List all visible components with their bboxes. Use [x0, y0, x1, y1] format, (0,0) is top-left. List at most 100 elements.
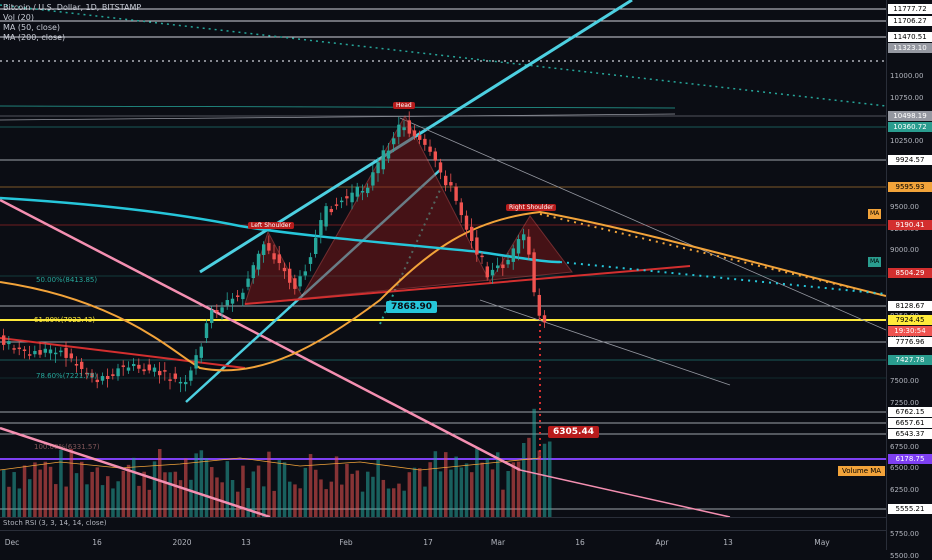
candle-body	[147, 364, 151, 371]
time-tick: 17	[423, 538, 433, 547]
candle-body	[12, 348, 16, 350]
right-shoulder-label[interactable]: Right Shoulder	[506, 204, 557, 211]
price-level-label: 10498.19	[888, 111, 932, 121]
time-tick: Dec	[4, 538, 20, 547]
time-tick: 16	[92, 538, 102, 547]
time-tick: May	[814, 538, 830, 547]
volume-bar	[428, 462, 432, 517]
candle-body	[64, 347, 68, 358]
candle-body	[496, 265, 500, 269]
candle-body	[142, 369, 146, 372]
price-level-label: 5555.21	[888, 504, 932, 514]
volume-bar	[116, 481, 120, 517]
price-tick: 7500.00	[890, 377, 919, 386]
price-tick: 9500.00	[890, 202, 919, 211]
thin-trendline	[399, 117, 886, 331]
candle-body	[100, 376, 105, 381]
volume-bar	[548, 441, 552, 517]
candle-body	[241, 292, 245, 300]
candle-body	[158, 370, 162, 376]
volume-bar	[412, 467, 417, 517]
ma-tag: MA	[868, 257, 882, 267]
candle-body	[267, 243, 271, 251]
volume-bars	[0, 408, 552, 517]
volume-bar	[496, 452, 500, 517]
volume-bar	[329, 481, 334, 517]
candle-body	[111, 374, 115, 376]
candle-body	[173, 373, 177, 379]
volume-bar	[178, 480, 183, 517]
symbol-title[interactable]: Bitcoin / U.S. Dollar, 1D, BITSTAMP	[3, 3, 142, 12]
ma50-indicator-label[interactable]: MA (50, close)	[3, 23, 61, 32]
candle-body	[407, 120, 411, 134]
volume-bar	[17, 488, 22, 517]
candle-body	[7, 341, 11, 345]
volume-bar	[397, 483, 401, 517]
candle-body	[501, 264, 505, 269]
candle-body	[324, 206, 328, 227]
candle-body	[329, 209, 333, 213]
candle-body	[340, 200, 344, 203]
volume-bar	[246, 487, 250, 517]
price-tick: 10250.00	[890, 137, 924, 146]
volume-bar	[48, 466, 53, 517]
volume-bar	[80, 461, 84, 517]
price-level-label: 7776.96	[888, 337, 932, 347]
candle-body	[277, 254, 281, 264]
volume-bar	[163, 472, 167, 517]
volume-bar	[251, 471, 256, 517]
candle-body	[376, 162, 380, 174]
candle-body	[22, 349, 27, 352]
candle-body	[345, 196, 349, 199]
volume-bar	[90, 471, 94, 517]
price-callout-7868[interactable]: 7868.90	[386, 301, 437, 313]
volume-bar	[267, 451, 271, 517]
price-axis[interactable]: 11000.0010750.0010250.0010000.009750.009…	[886, 0, 932, 560]
volume-bar	[475, 448, 479, 517]
left-shoulder-label[interactable]: Left Shoulder	[248, 222, 294, 229]
candle-body	[272, 253, 276, 260]
stoch-rsi-panel[interactable]: Stoch RSI (3, 3, 14, 14, close)	[0, 517, 886, 531]
volume-bar	[28, 479, 32, 517]
head-label[interactable]: Head	[393, 102, 415, 109]
ma200-indicator-label[interactable]: MA (200, close)	[3, 33, 66, 42]
ma50-projection	[539, 213, 886, 297]
candle-body	[527, 236, 531, 255]
candle-body	[314, 237, 318, 255]
candle-body	[74, 364, 79, 366]
price-callout-6305[interactable]: 6305.44	[548, 426, 599, 438]
volume-bar	[262, 486, 266, 517]
volume-bar	[423, 486, 427, 517]
price-tick: 9000.00	[890, 246, 919, 255]
candle-body	[480, 255, 484, 258]
candle-body	[189, 370, 193, 381]
chart-area[interactable]: Bitcoin / U.S. Dollar, 1D, BITSTAMP Vol …	[0, 0, 886, 550]
time-axis[interactable]: Dec 16 2020 13 Feb 17 Mar 16 Apr 13 May	[0, 530, 886, 550]
candle-body	[308, 257, 313, 264]
drawings	[0, 0, 886, 519]
candle-body	[28, 354, 32, 356]
price-chart[interactable]	[0, 0, 886, 530]
price-level-label: 6543.37	[888, 429, 932, 439]
candle-body	[433, 151, 437, 161]
candle-body	[298, 276, 302, 287]
volume-bar	[64, 486, 68, 517]
volume-indicator-label[interactable]: Vol (20)	[3, 13, 34, 22]
candle-body	[470, 226, 474, 241]
candle-body	[54, 352, 58, 355]
candle-body	[137, 364, 141, 369]
candle-body	[236, 295, 240, 297]
volume-bar	[241, 465, 245, 517]
price-tick: 10750.00	[890, 93, 924, 102]
price-tick: 5500.00	[890, 551, 919, 560]
candle-body	[464, 215, 469, 230]
volume-bar	[308, 454, 313, 517]
thin-trendline	[479, 299, 731, 386]
candle-body	[90, 372, 94, 378]
volume-bar	[277, 460, 282, 517]
candle-body	[355, 186, 359, 197]
volume-bar	[511, 462, 516, 517]
volume-bar	[225, 461, 230, 517]
candle-body	[95, 379, 99, 383]
volume-bar	[355, 470, 360, 517]
